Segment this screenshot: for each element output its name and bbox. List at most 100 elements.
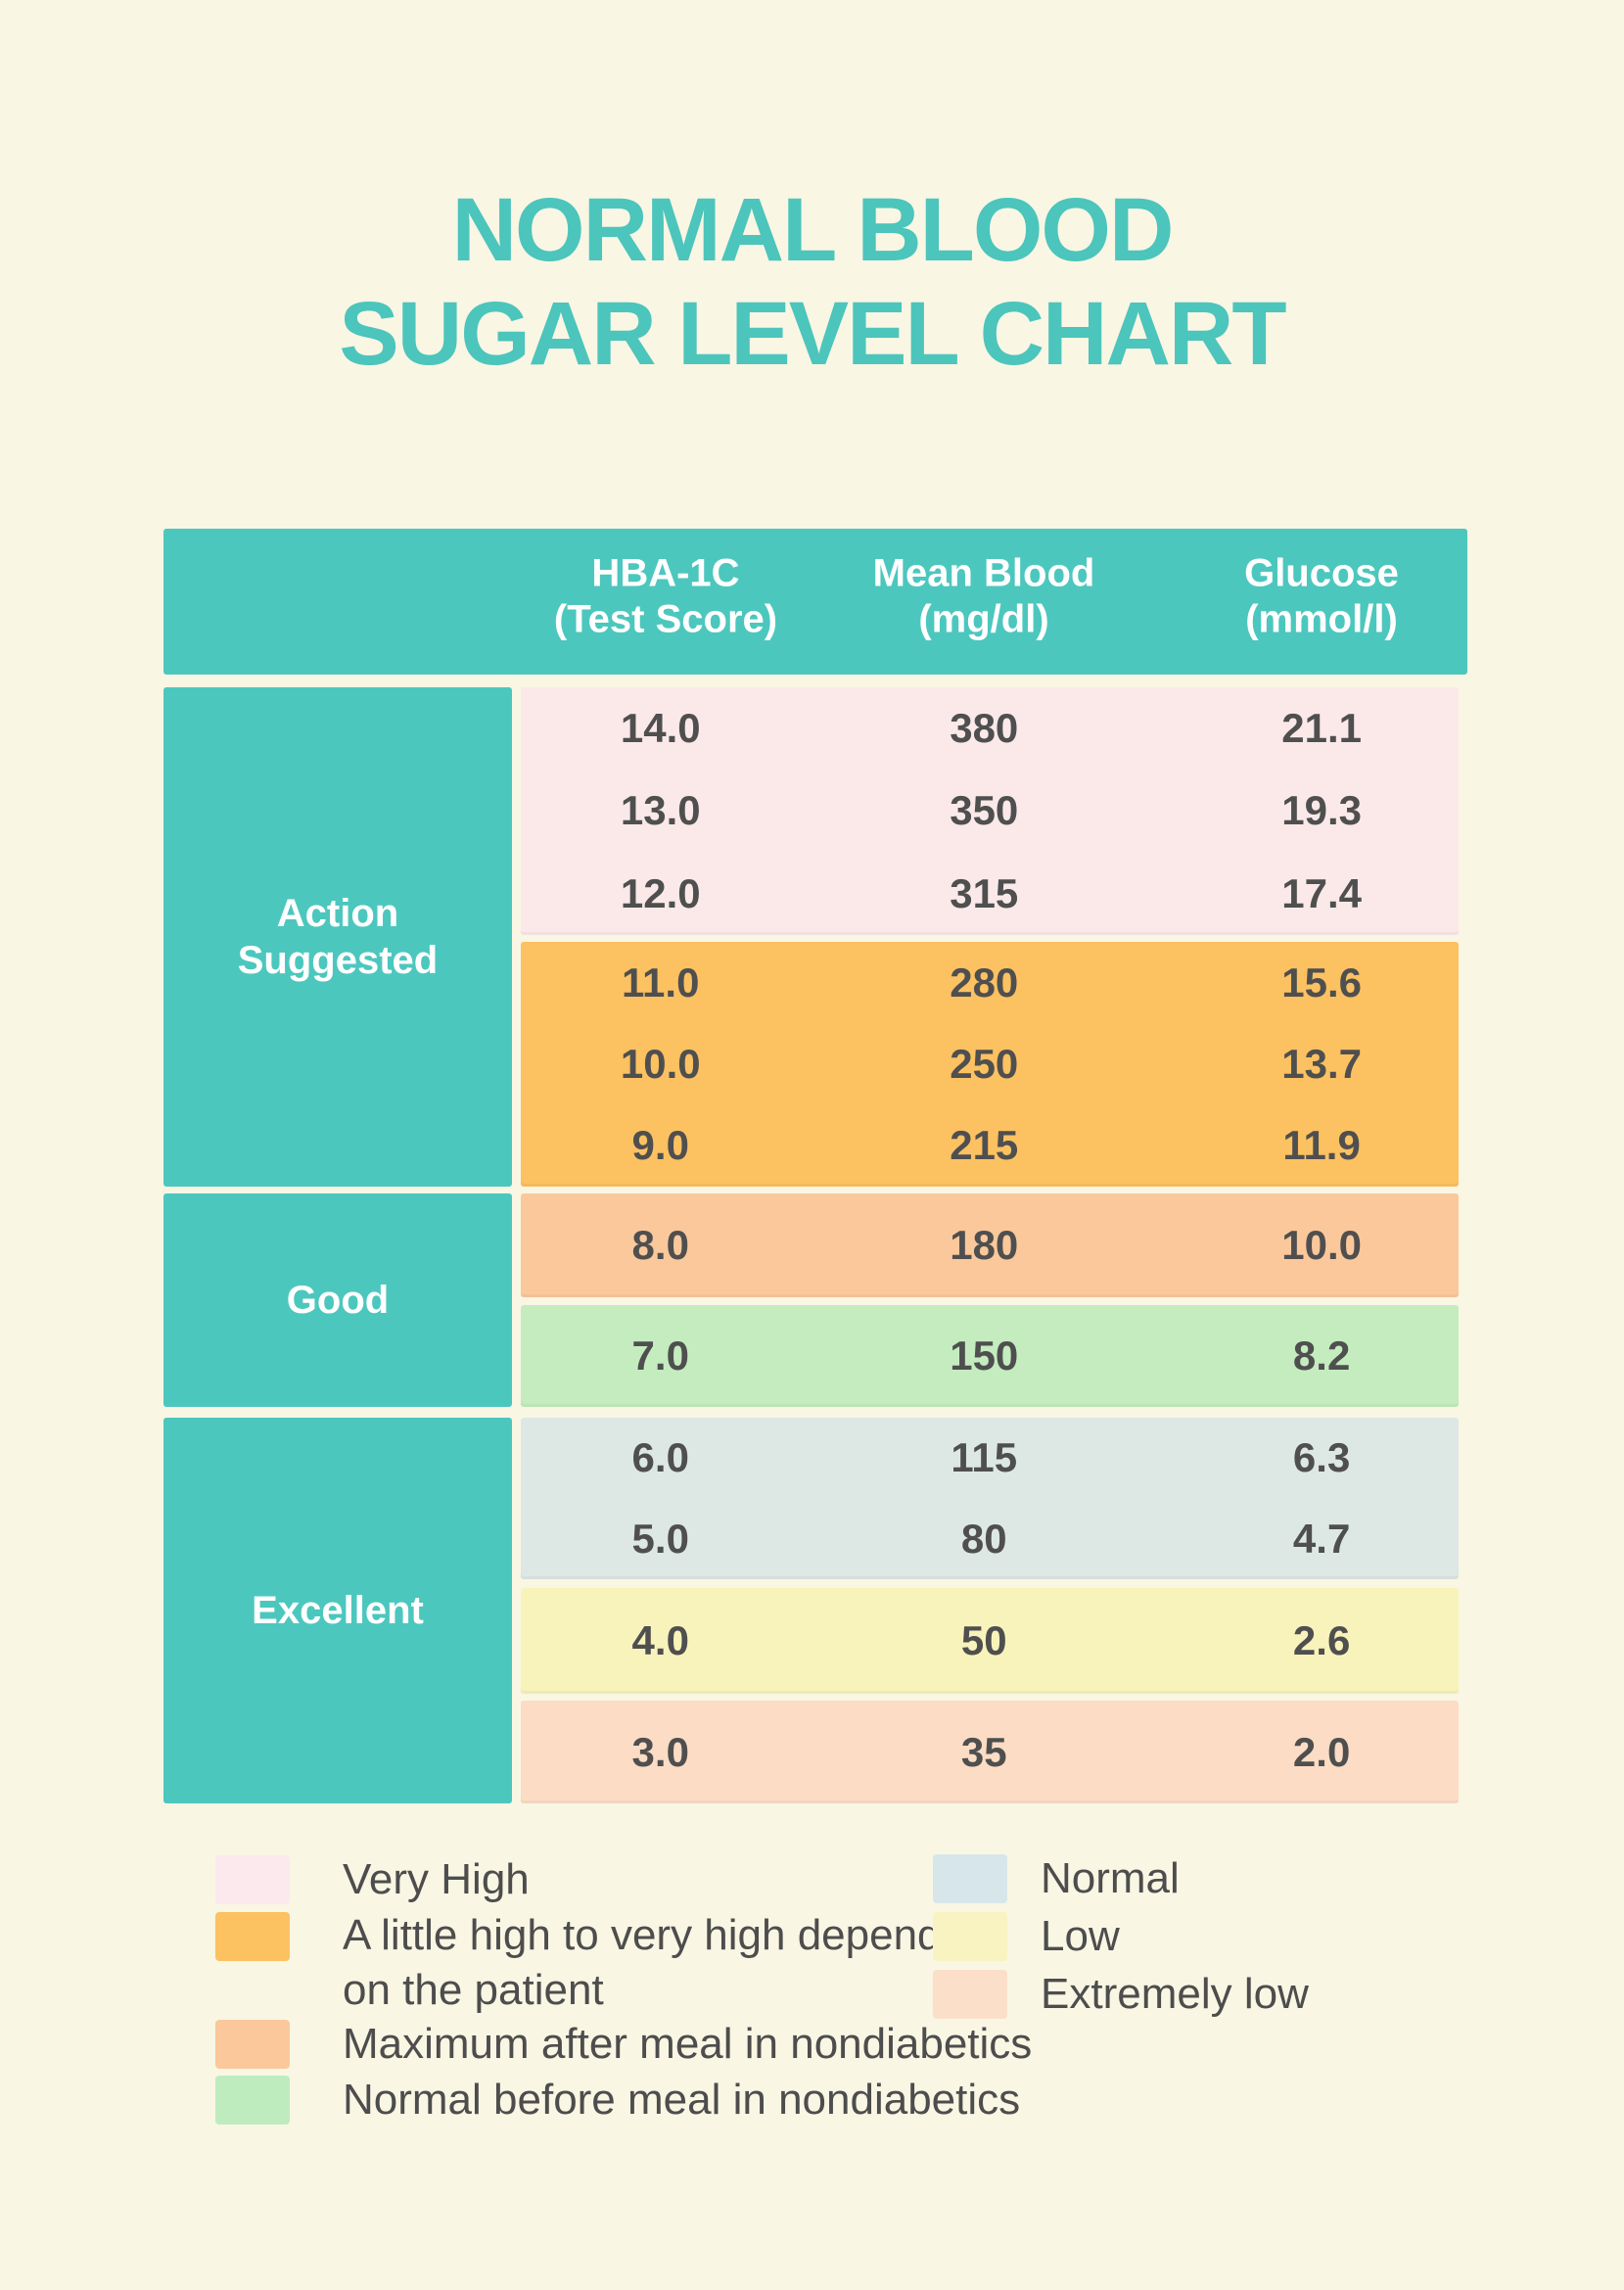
table-header: HBA-1C (Test Score) Mean Blood (mg/dl) G… <box>163 529 1467 675</box>
table-row: 14.0 380 21.1 <box>521 687 1459 770</box>
column-header-hba1c-line1: HBA-1C <box>591 550 740 594</box>
row-group-action-suggested-label: Action Suggested <box>238 890 438 984</box>
legend-item-little-high: A little high to very high depending on … <box>215 1911 998 2018</box>
column-header-hba1c: HBA-1C (Test Score) <box>554 550 777 642</box>
cell-glucose: 21.1 <box>1281 705 1362 752</box>
table-row: 9.0 215 11.9 <box>521 1105 1459 1187</box>
block-normal-before-meal: 7.0 150 8.2 <box>521 1305 1459 1407</box>
legend-item-low: Low <box>933 1912 1120 1961</box>
cell-glucose: 11.9 <box>1282 1122 1361 1169</box>
row-group-action-line2: Suggested <box>237 939 439 982</box>
legend-label-little-high-line2: on the patient <box>343 1966 604 2014</box>
legend-item-extremely-low: Extremely low <box>933 1970 1309 2019</box>
cell-hba1c: 10.0 <box>620 1040 701 1087</box>
cell-mean-blood: 250 <box>950 1040 1019 1087</box>
column-header-glucose-line1: Glucose <box>1244 550 1399 594</box>
cell-hba1c: 3.0 <box>631 1728 689 1775</box>
cell-glucose: 6.3 <box>1292 1434 1351 1481</box>
cell-mean-blood: 350 <box>950 787 1019 834</box>
cell-hba1c: 13.0 <box>620 787 701 834</box>
cell-hba1c: 4.0 <box>631 1617 689 1663</box>
legend-label-little-high: A little high to very high depending on … <box>343 1908 998 2018</box>
cell-glucose: 15.6 <box>1281 958 1362 1005</box>
column-header-mean-blood-line1: Mean Blood <box>872 550 1095 594</box>
legend-item-normal: Normal <box>933 1854 1180 1903</box>
row-group-good: Good <box>163 1193 512 1407</box>
column-header-mean-blood-line2: (mg/dl) <box>918 596 1049 640</box>
legend-swatch-normal-before-meal <box>215 2076 290 2125</box>
table-row: 6.0 115 6.3 <box>521 1418 1459 1499</box>
legend-swatch-little-high <box>215 1912 290 1961</box>
cell-hba1c: 11.0 <box>622 958 700 1005</box>
cell-hba1c: 14.0 <box>620 705 701 752</box>
table-row: 5.0 80 4.7 <box>521 1499 1459 1580</box>
cell-mean-blood: 280 <box>950 958 1019 1005</box>
cell-mean-blood: 150 <box>950 1332 1019 1379</box>
cell-mean-blood: 315 <box>950 869 1019 916</box>
legend-item-max-after-meal: Maximum after meal in nondiabetics <box>215 2020 1032 2069</box>
cell-glucose: 4.7 <box>1292 1515 1351 1562</box>
column-header-mean-blood: Mean Blood (mg/dl) <box>873 550 1095 642</box>
table-row: 12.0 315 17.4 <box>521 853 1459 935</box>
cell-mean-blood: 35 <box>960 1728 1007 1775</box>
cell-glucose: 10.0 <box>1281 1222 1362 1268</box>
cell-hba1c: 9.0 <box>631 1122 689 1169</box>
row-group-excellent-label: Excellent <box>252 1589 424 1632</box>
cell-glucose: 13.7 <box>1281 1040 1362 1087</box>
legend-label-low: Low <box>1041 1912 1120 1960</box>
title-line-2: SUGAR LEVEL CHART <box>339 284 1286 384</box>
table-row: 10.0 250 13.7 <box>521 1023 1459 1104</box>
cell-glucose: 2.6 <box>1292 1617 1351 1663</box>
legend-swatch-very-high <box>215 1855 290 1904</box>
table-row: 13.0 350 19.3 <box>521 770 1459 852</box>
title-line-1: NORMAL BLOOD <box>451 180 1175 280</box>
block-normal: 6.0 115 6.3 5.0 80 4.7 <box>521 1418 1459 1579</box>
table-row: 8.0 180 10.0 <box>521 1193 1459 1297</box>
cell-mean-blood: 380 <box>950 705 1019 752</box>
cell-glucose: 8.2 <box>1292 1332 1351 1379</box>
cell-glucose: 19.3 <box>1281 787 1362 834</box>
legend-label-normal: Normal <box>1041 1854 1180 1902</box>
legend-item-normal-before-meal: Normal before meal in nondiabetics <box>215 2076 1020 2125</box>
page-title: NORMAL BLOOD SUGAR LEVEL CHART <box>0 178 1624 386</box>
cell-mean-blood: 180 <box>950 1222 1019 1268</box>
legend-item-very-high: Very High <box>215 1855 530 1904</box>
column-header-hba1c-line2: (Test Score) <box>553 596 778 640</box>
table-row: 4.0 50 2.6 <box>521 1588 1459 1694</box>
row-group-action-suggested: Action Suggested <box>163 687 512 1187</box>
cell-hba1c: 5.0 <box>631 1515 689 1562</box>
table-row: 7.0 150 8.2 <box>521 1305 1459 1407</box>
legend-swatch-normal <box>933 1854 1007 1903</box>
column-header-glucose-line2: (mmol/l) <box>1245 596 1398 640</box>
legend-label-little-high-line1: A little high to very high depending <box>343 1911 999 1959</box>
legend-label-normal-before-meal: Normal before meal in nondiabetics <box>343 2076 1021 2124</box>
legend-swatch-low <box>933 1912 1007 1961</box>
cell-mean-blood: 80 <box>960 1515 1007 1562</box>
cell-hba1c: 7.0 <box>631 1332 689 1379</box>
block-very-high: 14.0 380 21.1 13.0 350 19.3 12.0 315 17.… <box>521 687 1459 935</box>
legend-swatch-extremely-low <box>933 1970 1007 2019</box>
row-group-good-label: Good <box>286 1279 390 1322</box>
cell-mean-blood: 215 <box>950 1122 1019 1169</box>
block-extremely-low: 3.0 35 2.0 <box>521 1701 1459 1803</box>
cell-glucose: 17.4 <box>1281 869 1362 916</box>
cell-hba1c: 8.0 <box>631 1222 689 1268</box>
cell-hba1c: 6.0 <box>631 1434 689 1481</box>
table-row: 3.0 35 2.0 <box>521 1701 1459 1803</box>
cell-hba1c: 12.0 <box>620 869 701 916</box>
cell-mean-blood: 50 <box>960 1617 1007 1663</box>
cell-mean-blood: 115 <box>951 1434 1018 1481</box>
block-little-high: 11.0 280 15.6 10.0 250 13.7 9.0 215 11.9 <box>521 942 1459 1187</box>
legend-swatch-max-after-meal <box>215 2020 290 2069</box>
legend-label-max-after-meal: Maximum after meal in nondiabetics <box>343 2020 1033 2068</box>
row-group-action-line1: Action <box>276 892 399 935</box>
cell-glucose: 2.0 <box>1292 1728 1351 1775</box>
row-group-excellent: Excellent <box>163 1418 512 1803</box>
block-low: 4.0 50 2.6 <box>521 1588 1459 1694</box>
legend-label-extremely-low: Extremely low <box>1041 1970 1309 2018</box>
column-header-glucose: Glucose (mmol/l) <box>1244 550 1399 642</box>
table-row: 11.0 280 15.6 <box>521 942 1459 1023</box>
legend-label-very-high: Very High <box>343 1855 530 1903</box>
block-max-after-meal: 8.0 180 10.0 <box>521 1193 1459 1297</box>
